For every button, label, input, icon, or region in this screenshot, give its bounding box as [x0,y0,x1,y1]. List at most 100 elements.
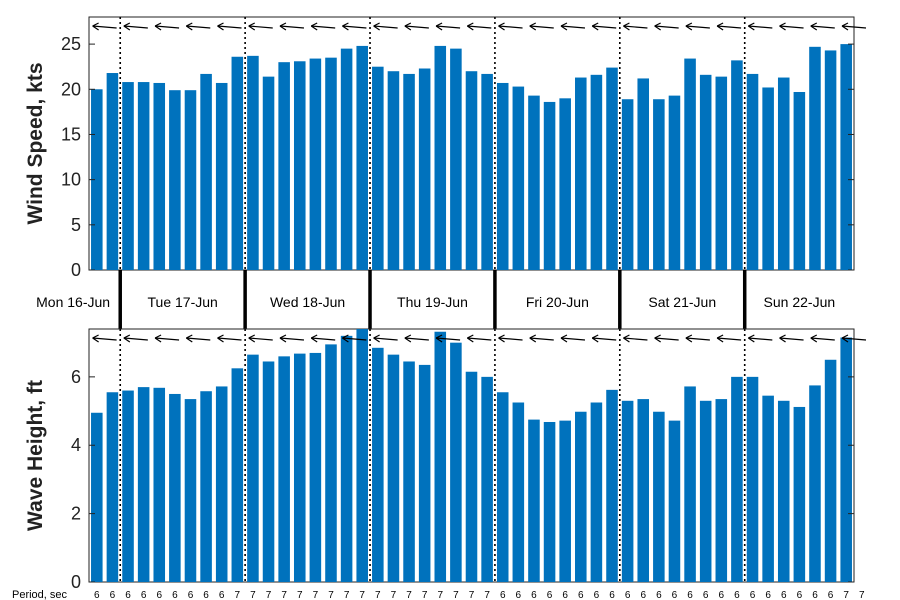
period-value: 7 [235,590,241,600]
wind-direction-arrowhead [123,22,131,31]
wind-ytick-label: 5 [71,215,81,235]
wave-bar [762,395,774,582]
wave-bar [403,361,415,582]
wind-bar [840,44,852,270]
wind-ylabel: Wind Speed, kts [24,62,47,224]
period-value: 6 [750,590,756,600]
period-value: 6 [500,590,506,600]
wind-bar [809,46,821,270]
wind-direction-arrowhead [498,22,505,31]
period-value: 7 [328,590,334,600]
wave-direction-arrow [779,337,804,341]
wind-bar [91,89,103,271]
period-value: 6 [609,590,615,600]
period-value: 6 [797,590,803,600]
wind-direction-arrowhead [310,22,318,31]
wave-direction-arrowhead [654,334,661,343]
wind-bar [153,82,166,270]
day-label: Sat 21-Jun [648,294,716,310]
period-value: 6 [172,590,178,600]
wind-bar [731,60,743,270]
wave-height-panel: 0 2 4 6 Wave Height, ft [24,328,867,592]
period-value: 7 [406,590,412,600]
wave-direction-arrowhead [404,334,412,343]
wave-bar [715,399,728,582]
wave-direction-arrowhead [623,334,630,343]
period-value: 7 [281,590,287,600]
wind-bar [122,82,134,270]
wind-direction-arrow [498,25,523,29]
period-value: 6 [547,590,553,600]
wind-bar [450,48,462,270]
wave-direction-arrowhead [154,334,162,343]
wave-bar [231,368,244,582]
wave-bar [356,329,368,582]
period-value: 7 [266,590,272,600]
period-value: 6 [125,590,131,600]
wind-bar [746,73,759,270]
wave-direction-arrow [342,337,367,341]
period-row: Period, sec 6 6 6 6 6 6 6 6 6 7 7 7 7 7 7 7 7 7 7 7 7 7 7 7 7 7 6 6 6… [12,589,865,600]
wave-bar [528,419,540,582]
wind-bar [356,45,368,270]
wave-direction-arrowhead [435,334,443,343]
wind-bar [184,90,197,270]
wind-bar [215,82,228,270]
wind-bar [325,57,337,271]
wave-bar [809,385,821,582]
wave-direction-arrow [123,337,148,341]
wind-direction-arrow [155,25,180,29]
wave-direction-arrowhead [498,334,505,343]
period-value: 6 [203,590,209,600]
wave-direction-arrow [155,337,180,341]
wave-bar [746,376,759,582]
wave-direction-arrowhead [342,334,349,343]
wind-direction-arrow [436,25,461,29]
wave-direction-arrowhead [123,334,131,343]
wind-direction-arrowhead [92,22,99,31]
wave-bar [637,399,650,582]
day-label: Sun 22-Jun [764,294,836,310]
wind-direction-arrow [123,25,148,29]
period-value: 7 [375,590,381,600]
wave-bar [450,342,462,582]
wind-direction-arrow [779,25,804,29]
wind-bar [403,73,415,270]
wave-direction-arrow [685,337,710,341]
wind-direction-arrow [217,25,242,29]
wave-direction-arrow [404,337,429,341]
wave-direction-arrowhead [373,334,380,343]
period-value: 6 [687,590,693,600]
wave-direction-arrowhead [92,334,99,343]
period-value: 6 [531,590,537,600]
day-label: Fri 20-Jun [526,294,589,310]
wave-bar [91,412,103,582]
period-value: 6 [219,590,225,600]
period-value: 6 [141,590,147,600]
period-value: 6 [703,590,709,600]
wave-direction-arrow [560,337,586,341]
period-value: 7 [359,590,365,600]
wave-bar [840,337,852,582]
wind-direction-arrow [186,25,211,29]
wave-direction-arrowhead [591,334,599,343]
wave-bar [512,402,525,582]
wave-direction-arrow [217,337,242,341]
wind-bar [684,58,696,270]
wave-ytick-label: 2 [71,504,81,524]
wave-direction-arrowhead [716,334,724,343]
wave-ytick-label: 6 [71,367,81,387]
wind-bar [653,99,665,270]
period-value: 6 [516,590,522,600]
wave-bar [122,390,134,582]
period-value: 6 [578,590,584,600]
wind-ytick-label: 10 [61,170,81,190]
wind-ytick-label: 15 [61,124,81,144]
period-label: Period, sec [12,589,68,600]
wind-direction-arrowhead [685,22,693,31]
wave-bar [169,393,181,582]
wave-direction-arrow [592,337,617,341]
wave-bar [153,387,166,582]
day-label: Mon 16-Jun [36,294,110,310]
wave-bar [325,344,337,582]
